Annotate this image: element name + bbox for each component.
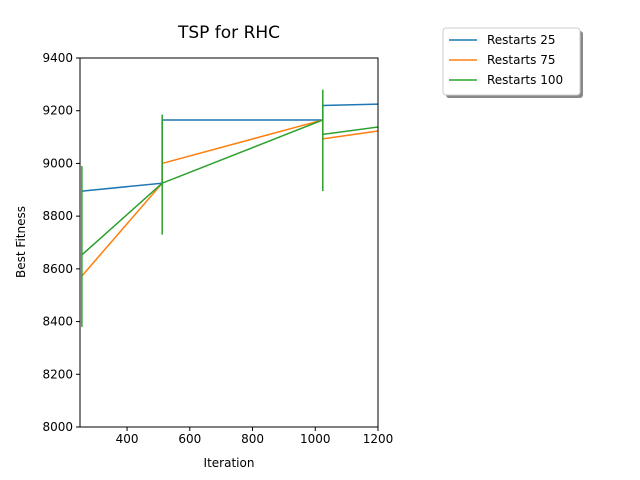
y-tick-label: 9400: [42, 51, 73, 65]
legend-box: [442, 27, 581, 96]
line-series: [81, 103, 378, 192]
legend-label: Restarts 75: [487, 53, 555, 67]
legend-label: Restarts 100: [487, 73, 563, 87]
y-axis-label: Best Fitness: [14, 206, 28, 278]
legend: Restarts 25 Restarts 75 Restarts 100: [442, 27, 583, 98]
plot-area: [81, 89, 378, 327]
legend-label: Restarts 25: [487, 33, 555, 47]
x-tick-label: 600: [178, 432, 201, 446]
line-series: [81, 89, 378, 327]
x-tick-label: 400: [116, 432, 139, 446]
y-tick-label: 9000: [42, 156, 73, 170]
y-tick-label: 8400: [42, 315, 73, 329]
line-series: [81, 118, 378, 277]
x-axis-label: Iteration: [204, 456, 255, 470]
y-tick-label: 8000: [42, 420, 73, 434]
y-tick-label: 8200: [42, 367, 73, 381]
y-tick-label: 9200: [42, 104, 73, 118]
x-tick-label: 1200: [363, 432, 394, 446]
plot-frame: [79, 57, 379, 428]
y-tick-label: 8600: [42, 262, 73, 276]
y-tick-label: 8800: [42, 209, 73, 223]
chart-title: TSP for RHC: [177, 23, 280, 43]
x-tick-label: 1000: [300, 432, 331, 446]
x-tick-label: 800: [241, 432, 264, 446]
